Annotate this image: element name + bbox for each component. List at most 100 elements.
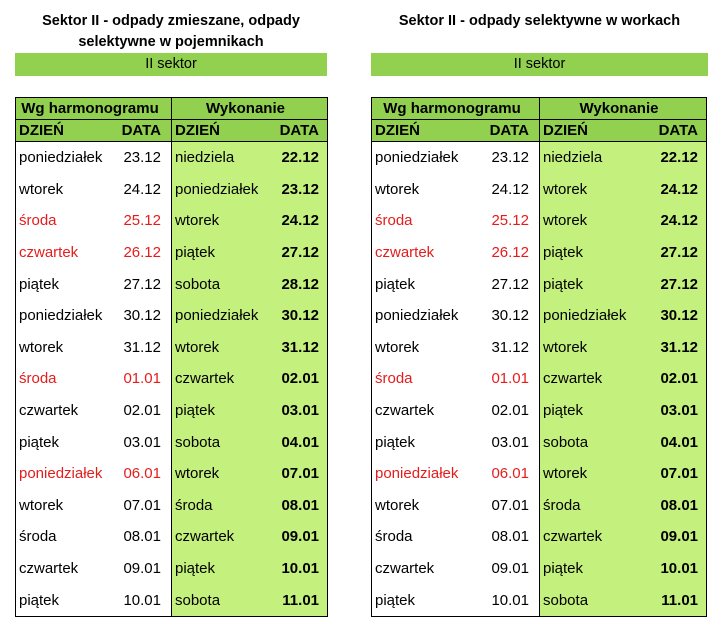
schedule-date-cell: 01.01	[483, 363, 540, 395]
table-row: poniedziałek 06.01 wtorek 07.01	[371, 457, 708, 490]
table-row: poniedziałek 23.12 niedziela 22.12	[15, 141, 329, 174]
schedule-date-cell: 03.01	[483, 426, 540, 458]
schedule-date-cell: 31.12	[115, 331, 172, 364]
execution-date-cell: 24.12	[650, 205, 708, 237]
table-row: poniedziałek 06.01 wtorek 07.01	[15, 457, 329, 490]
title-line-1: Sektor II - odpady zmieszane, odpady	[42, 13, 300, 29]
schedule-day-cell: czwartek	[15, 552, 116, 585]
execution-date-cell: 04.01	[650, 426, 708, 458]
execution-day-cell: niedziela	[539, 141, 651, 174]
schedule-day-cell: środa	[15, 521, 116, 553]
execution-day-cell: piątek	[171, 394, 272, 427]
col-header-date: DATA	[115, 119, 172, 142]
execution-date-cell: 07.01	[650, 457, 708, 490]
table-row: poniedziałek 23.12 niedziela 22.12	[371, 141, 708, 174]
schedule-day-cell: czwartek	[371, 394, 484, 427]
schedule-day-cell: wtorek	[371, 331, 484, 364]
table-row: środa 25.12 wtorek 24.12	[371, 205, 708, 237]
table-row: wtorek 07.01 środa 08.01	[15, 489, 329, 522]
schedule-date-cell: 08.01	[483, 521, 540, 553]
execution-day-cell: wtorek	[539, 331, 651, 364]
table-row: piątek 03.01 sobota 04.01	[371, 426, 708, 458]
schedule-date-cell: 02.01	[483, 394, 540, 427]
group-header-row: Wg harmonogramu Wykonanie	[371, 97, 708, 120]
execution-day-cell: czwartek	[171, 363, 272, 395]
panel-title: Sektor II - odpady selektywne w workach	[371, 0, 708, 53]
table-row: piątek 03.01 sobota 04.01	[15, 426, 329, 458]
schedule-date-cell: 27.12	[115, 268, 172, 300]
execution-day-cell: piątek	[539, 268, 651, 300]
table-row: wtorek 31.12 wtorek 31.12	[15, 331, 329, 364]
execution-day-cell: czwartek	[171, 521, 272, 553]
table-row: wtorek 31.12 wtorek 31.12	[371, 331, 708, 364]
schedule-date-cell: 23.12	[483, 141, 540, 174]
execution-date-cell: 27.12	[271, 236, 329, 269]
schedule-day-cell: wtorek	[15, 489, 116, 522]
execution-day-cell: poniedziałek	[171, 173, 272, 206]
schedule-date-cell: 03.01	[115, 426, 172, 458]
schedule-day-cell: poniedziałek	[15, 141, 116, 174]
table-row: czwartek 09.01 piątek 10.01	[15, 552, 329, 585]
panel-title: Sektor II - odpady zmieszane, odpady sel…	[15, 0, 327, 53]
execution-date-cell: 11.01	[271, 584, 329, 617]
schedule-day-cell: piątek	[371, 268, 484, 300]
table-row: piątek 27.12 sobota 28.12	[15, 268, 329, 300]
execution-day-cell: poniedziałek	[171, 299, 272, 332]
col-header-day: DZIEŃ	[15, 119, 116, 142]
schedule-day-cell: poniedziałek	[15, 299, 116, 332]
schedule-date-cell: 10.01	[483, 584, 540, 617]
panel-left: Sektor II - odpady zmieszane, odpady sel…	[15, 0, 329, 617]
execution-date-cell: 03.01	[271, 394, 329, 427]
table-row: wtorek 07.01 środa 08.01	[371, 489, 708, 522]
execution-day-cell: środa	[539, 489, 651, 522]
schedule-date-cell: 25.12	[483, 205, 540, 237]
execution-day-cell: piątek	[539, 552, 651, 585]
schedule-date-cell: 06.01	[483, 457, 540, 490]
schedule-day-cell: środa	[371, 363, 484, 395]
execution-date-cell: 08.01	[650, 489, 708, 522]
group-header-schedule: Wg harmonogramu	[371, 97, 540, 120]
schedule-day-cell: piątek	[371, 426, 484, 458]
execution-date-cell: 03.01	[650, 394, 708, 427]
table-row: wtorek 24.12 poniedziałek 23.12	[15, 173, 329, 206]
execution-date-cell: 27.12	[650, 268, 708, 300]
schedule-date-cell: 26.12	[115, 236, 172, 269]
schedule-day-cell: środa	[371, 205, 484, 237]
execution-date-cell: 02.01	[271, 363, 329, 395]
execution-day-cell: wtorek	[171, 205, 272, 237]
schedule-date-cell: 07.01	[483, 489, 540, 522]
execution-date-cell: 22.12	[271, 141, 329, 174]
execution-date-cell: 09.01	[650, 521, 708, 553]
execution-date-cell: 23.12	[271, 173, 329, 206]
schedule-date-cell: 24.12	[115, 173, 172, 206]
execution-date-cell: 10.01	[650, 552, 708, 585]
execution-date-cell: 31.12	[271, 331, 329, 364]
execution-day-cell: środa	[171, 489, 272, 522]
execution-day-cell: poniedziałek	[539, 299, 651, 332]
schedule-day-cell: piątek	[15, 426, 116, 458]
sector-label: II sektor	[15, 53, 327, 76]
schedule-date-cell: 06.01	[115, 457, 172, 490]
table-row: poniedziałek 30.12 poniedziałek 30.12	[15, 299, 329, 332]
table-row: piątek 27.12 piątek 27.12	[371, 268, 708, 300]
execution-day-cell: wtorek	[539, 173, 651, 206]
execution-date-cell: 10.01	[271, 552, 329, 585]
schedule-date-cell: 08.01	[115, 521, 172, 553]
table-row: środa 08.01 czwartek 09.01	[371, 521, 708, 553]
col-header-exec-date: DATA	[650, 119, 708, 142]
sector-label: II sektor	[371, 53, 708, 76]
schedule-day-cell: poniedziałek	[371, 299, 484, 332]
schedule-day-cell: środa	[15, 363, 116, 395]
execution-date-cell: 08.01	[271, 489, 329, 522]
execution-day-cell: wtorek	[539, 205, 651, 237]
schedule-date-cell: 24.12	[483, 173, 540, 206]
table-row: piątek 10.01 sobota 11.01	[371, 584, 708, 617]
execution-date-cell: 28.12	[271, 268, 329, 300]
execution-date-cell: 30.12	[650, 299, 708, 332]
execution-day-cell: sobota	[171, 268, 272, 300]
schedule-day-cell: poniedziałek	[371, 141, 484, 174]
execution-day-cell: piątek	[171, 236, 272, 269]
schedule-day-cell: czwartek	[371, 236, 484, 269]
schedule-table: Wg harmonogramu Wykonanie DZIEŃ DATA DZI…	[371, 97, 708, 617]
panel-right: Sektor II - odpady selektywne w workach …	[371, 0, 708, 617]
